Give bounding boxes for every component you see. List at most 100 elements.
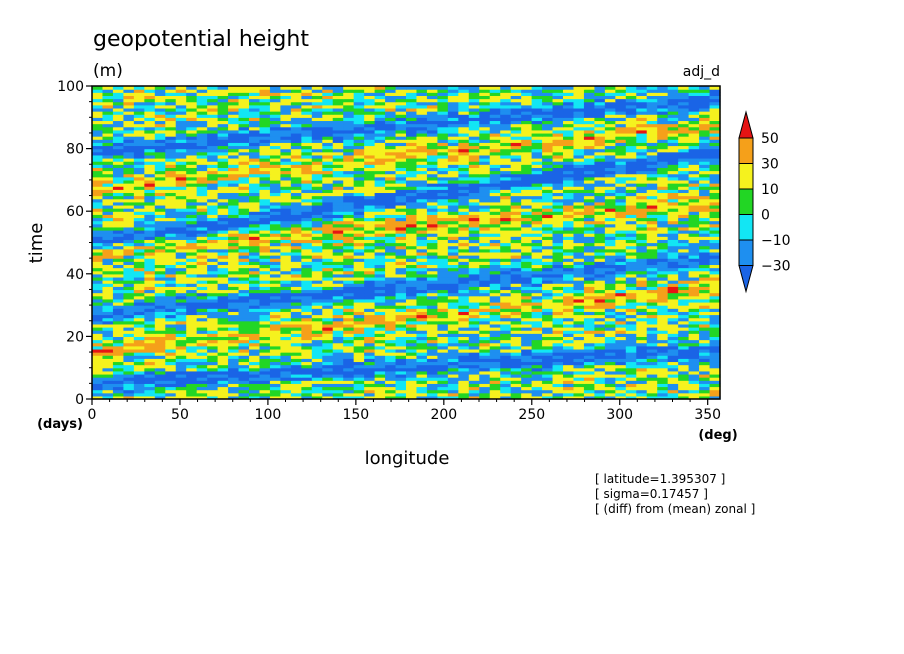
heatmap-cell [688,395,700,400]
heatmap-cell [290,364,302,369]
heatmap-cell [364,208,376,212]
heatmap-cell [479,301,491,306]
heatmap-cell [479,220,491,225]
heatmap-cell [196,208,208,212]
heatmap-cell [510,370,522,375]
heatmap-cell [228,389,240,394]
heatmap-cell [406,242,418,247]
heatmap-cell [699,295,711,300]
heatmap-cell [583,380,595,384]
heatmap-cell [343,342,355,347]
heatmap-cell [531,245,543,250]
heatmap-cell [437,195,449,200]
heatmap-cell [667,389,679,394]
heatmap-cell [458,192,470,197]
heatmap-cell [123,355,135,359]
heatmap-cell [123,192,135,197]
heatmap-cell [678,333,690,337]
heatmap-cell [583,273,595,278]
heatmap-cell [563,339,575,344]
heatmap-cell [322,336,334,341]
heatmap-cell [112,248,124,253]
heatmap-cell [364,242,376,247]
heatmap-cell [165,361,177,366]
heatmap-cell [510,248,522,253]
heatmap-cell [322,151,334,156]
heatmap-cell [175,298,187,303]
heatmap-cell [112,226,124,231]
heatmap-cell [280,283,292,287]
heatmap-cell [604,370,616,375]
heatmap-cell [207,258,219,262]
heatmap-cell [521,186,533,190]
heatmap-cell [531,248,543,253]
heatmap-cell [416,208,428,212]
heatmap-cell [542,211,554,215]
heatmap-cell [542,198,554,203]
heatmap-cell [196,367,208,372]
heatmap-cell [228,370,240,375]
heatmap-cell [531,161,543,165]
heatmap-cell [311,352,323,356]
heatmap-cell [594,186,606,190]
heatmap-cell [228,145,240,150]
heatmap-cell [311,330,323,334]
heatmap-cell [688,167,700,172]
heatmap-cell [217,157,229,162]
heatmap-cell [385,280,397,284]
heatmap-cell [657,245,669,250]
heatmap-cell [175,183,187,187]
heatmap-cell [552,198,564,203]
heatmap-cell [678,251,690,256]
heatmap-cell [102,233,114,237]
heatmap-cell [678,395,690,400]
heatmap-cell [688,389,700,394]
heatmap-cell [437,179,449,184]
heatmap-cell [406,276,418,281]
heatmap-cell [269,380,281,384]
heatmap-cell [112,245,124,250]
heatmap-cell [92,383,104,388]
heatmap-cell [646,214,658,219]
heatmap-cell [123,367,135,372]
heatmap-cell [207,139,219,143]
heatmap-cell [468,370,480,375]
heatmap-cell [521,370,533,375]
heatmap-cell [228,336,240,341]
heatmap-cell [667,395,679,400]
heatmap-cell [385,327,397,331]
heatmap-cell [395,236,407,240]
heatmap-cell [563,198,575,203]
heatmap-cell [259,170,271,175]
heatmap-cell [311,192,323,197]
heatmap-cell [625,139,637,143]
heatmap-cell [416,170,428,175]
heatmap-cell [301,226,313,231]
heatmap-cell [311,361,323,366]
heatmap-cell [563,245,575,250]
heatmap-cell [165,292,177,297]
heatmap-cell [123,330,135,334]
heatmap-cell [154,283,166,287]
heatmap-cell [604,336,616,341]
heatmap-cell [563,292,575,297]
heatmap-cell [636,298,648,303]
heatmap-cell [709,229,721,234]
heatmap-cell [144,236,156,240]
heatmap-cell [426,176,438,181]
heatmap-cell [406,364,418,369]
heatmap-cell [217,204,229,209]
heatmap-cell [165,370,177,375]
heatmap-cell [458,201,470,206]
heatmap-cell [709,217,721,222]
heatmap-cell [133,355,145,359]
heatmap-cell [353,305,365,309]
heatmap-cell [447,164,459,168]
heatmap-cell [196,239,208,244]
heatmap-cell [500,358,512,363]
heatmap-cell [625,301,637,306]
heatmap-cell [625,195,637,200]
heatmap-cell [102,136,114,140]
heatmap-cell [468,145,480,150]
heatmap-cell [406,380,418,384]
